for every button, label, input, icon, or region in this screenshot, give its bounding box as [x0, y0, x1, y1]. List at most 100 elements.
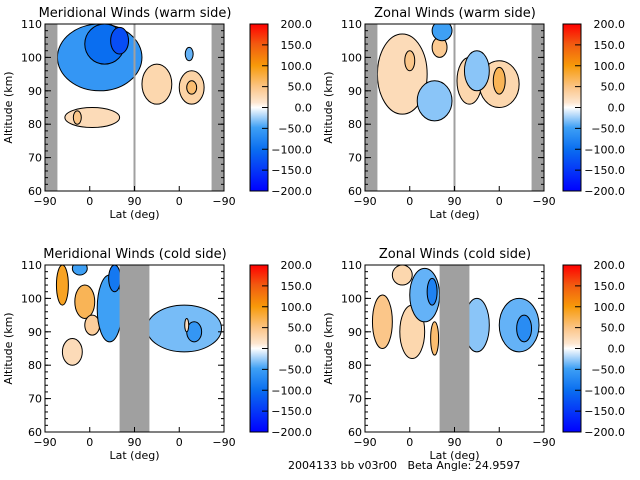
- colorbar-tick-label: 0.0: [608, 343, 626, 356]
- colorbar-tick-label: 0.0: [295, 102, 313, 115]
- colorbar-tick-label: −150.0: [271, 164, 312, 177]
- colorbar-tick-label: 0.0: [608, 102, 626, 115]
- colorbar-tick-label: −100.0: [271, 143, 312, 156]
- contour-region: [72, 110, 82, 125]
- y-tick-label: 90: [348, 85, 362, 98]
- no-data-region: [365, 24, 378, 191]
- y-tick-label: 80: [28, 359, 42, 372]
- colorbar-tick-label: 200.0: [281, 18, 313, 31]
- x-tick-label: 0: [406, 195, 413, 208]
- y-tick-label: 100: [21, 51, 42, 64]
- colorbar-tick-label: 100.0: [594, 301, 626, 314]
- colorbar-tick-label: −150.0: [584, 164, 625, 177]
- colorbar-tick-label: −200.0: [271, 185, 312, 198]
- chart-title: Zonal Winds (cold side): [379, 247, 531, 262]
- colorbar-tick-label: −150.0: [584, 405, 625, 418]
- colorbar-tick-label: 50.0: [288, 322, 313, 335]
- colorbar-tick-label: 200.0: [594, 18, 626, 31]
- x-tick-label: −90: [353, 436, 376, 449]
- colorbar-tick-label: −50.0: [591, 363, 625, 376]
- x-tick-label: −90: [212, 436, 235, 449]
- contour-region: [61, 337, 83, 366]
- colorbar-tick-label: −50.0: [278, 122, 312, 135]
- contour-region: [416, 80, 453, 122]
- contour-region: [186, 80, 198, 95]
- contour-region: [430, 321, 440, 356]
- y-tick-label: 90: [28, 85, 42, 98]
- contour-region: [110, 26, 130, 55]
- x-tick-label: 0: [406, 436, 413, 449]
- colorbar-tick-label: −150.0: [271, 405, 312, 418]
- contour-region: [371, 294, 393, 349]
- y-tick-label: 70: [28, 152, 42, 165]
- colorbar-tick-label: 150.0: [281, 280, 313, 293]
- x-tick-label: −90: [532, 436, 555, 449]
- x-tick-label: 0: [176, 436, 183, 449]
- colorbar: 200.0 150.0 100.0 50.0 0.0 −50.0 −100.0 −150.0 −…: [562, 18, 626, 198]
- x-tick-label: 0: [86, 436, 93, 449]
- colorbar-tick-label: 150.0: [594, 280, 626, 293]
- contour-region: [146, 304, 223, 353]
- x-axis-label: Lat (deg): [110, 449, 160, 462]
- contour-region: [516, 314, 533, 343]
- colorbar-tick-label: 100.0: [594, 60, 626, 73]
- y-tick-label: 100: [341, 292, 362, 305]
- x-tick-label: 0: [86, 195, 93, 208]
- chart-title: Zonal Winds (warm side): [374, 6, 536, 21]
- chart-title: Meridional Winds (warm side): [39, 6, 232, 21]
- contour-region: [431, 24, 453, 42]
- colorbar: 200.0 150.0 100.0 50.0 0.0 −50.0 −100.0 −150.0 −…: [249, 18, 313, 198]
- colorbar-tick-label: −200.0: [584, 185, 625, 198]
- panel-zw-warm: Zonal Winds (warm side) 60 70 80 90 100 110 −90…: [322, 6, 625, 221]
- y-tick-label: 70: [348, 152, 362, 165]
- y-tick-label: 60: [348, 426, 362, 439]
- colorbar-tick-label: 200.0: [281, 259, 313, 272]
- y-tick-label: 80: [348, 359, 362, 372]
- no-data-region: [119, 265, 150, 432]
- x-axis-label: Lat (deg): [430, 208, 480, 221]
- y-tick-label: 90: [348, 326, 362, 339]
- no-data-region: [439, 265, 470, 432]
- contour-field: [45, 24, 224, 191]
- x-axis-label: Lat (deg): [430, 449, 480, 462]
- chart-title: Meridional Winds (cold side): [43, 247, 226, 262]
- colorbar-tick-label: 0.0: [295, 343, 313, 356]
- contour-field: [365, 24, 544, 191]
- y-axis-label: Altitude (km): [322, 71, 335, 143]
- panel-zw-cold: Zonal Winds (cold side) 60 70 80 90 100 110 −90…: [322, 247, 625, 462]
- x-tick-label: −90: [353, 195, 376, 208]
- colorbar-tick-label: 50.0: [288, 81, 313, 94]
- x-axis-label: Lat (deg): [110, 208, 160, 221]
- y-tick-label: 70: [28, 393, 42, 406]
- contour-field: [55, 265, 223, 432]
- y-tick-label: 110: [341, 18, 362, 31]
- x-tick-label: 0: [496, 436, 503, 449]
- x-tick-label: 90: [448, 436, 462, 449]
- colorbar: 200.0 150.0 100.0 50.0 0.0 −50.0 −100.0 −150.0 −…: [562, 259, 626, 439]
- contour-region: [463, 50, 490, 92]
- x-tick-label: −90: [532, 195, 555, 208]
- y-tick-label: 60: [28, 185, 42, 198]
- colorbar-tick-label: −100.0: [271, 384, 312, 397]
- contour-region: [74, 284, 96, 319]
- no-data-region: [45, 24, 58, 191]
- colorbar-tick-label: 100.0: [281, 301, 313, 314]
- y-tick-label: 80: [28, 118, 42, 131]
- panel-mw-cold: Meridional Winds (cold side) 60 70 80 90 100 1…: [2, 247, 312, 462]
- x-tick-label: 0: [496, 195, 503, 208]
- contour-field: [371, 265, 540, 432]
- colorbar-tick-label: −100.0: [584, 143, 625, 156]
- colorbar-tick-label: 150.0: [281, 39, 313, 52]
- y-axis-label: Altitude (km): [2, 71, 15, 143]
- y-tick-label: 110: [341, 259, 362, 272]
- y-tick-label: 60: [28, 426, 42, 439]
- contour-region: [184, 46, 194, 62]
- y-tick-label: 90: [28, 326, 42, 339]
- y-tick-label: 70: [348, 393, 362, 406]
- colorbar-tick-label: 150.0: [594, 39, 626, 52]
- contour-region: [55, 265, 69, 306]
- contour-region: [404, 50, 416, 72]
- footer-caption: 2004133 bb v03r00 Beta Angle: 24.9597: [288, 459, 521, 472]
- y-axis-label: Altitude (km): [322, 312, 335, 384]
